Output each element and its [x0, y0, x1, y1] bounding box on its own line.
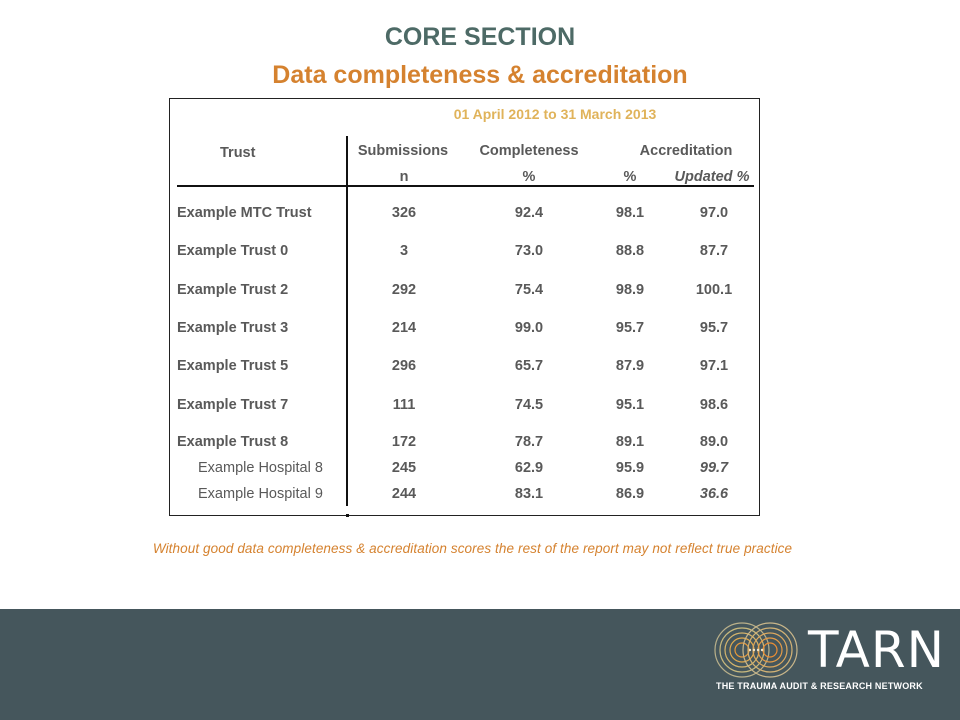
row-1-name: Example Trust 0: [177, 243, 289, 259]
row-3-name: Example Trust 3: [177, 320, 289, 336]
row-7-completeness: 62.9: [514, 460, 544, 476]
header-trust: Trust: [220, 145, 256, 161]
row-7-n: 245: [391, 460, 417, 476]
slide-subtitle: Data completeness & accreditation: [272, 61, 688, 89]
row-5-name: Example Trust 7: [177, 397, 289, 413]
header-updated-unit: Updated %: [674, 169, 750, 185]
row-0-n: 326: [391, 205, 417, 221]
footnote: Without good data completeness & accredi…: [152, 541, 793, 556]
row-6-updated: 89.0: [699, 434, 729, 450]
header-completeness-unit: %: [522, 169, 536, 185]
row-6-completeness: 78.7: [514, 434, 544, 450]
data-table-image: [169, 98, 760, 516]
row-7-name: Example Hospital 8: [198, 460, 323, 476]
row-5-accreditation: 95.1: [615, 397, 645, 413]
footer-bar: [0, 609, 960, 720]
row-3-completeness: 99.0: [514, 320, 544, 336]
row-4-n: 296: [391, 358, 417, 374]
header-submissions-unit: n: [399, 169, 409, 185]
section-title: CORE SECTION: [384, 23, 576, 51]
row-7-accreditation: 95.9: [615, 460, 645, 476]
row-2-n: 292: [391, 282, 417, 298]
period-header: 01 April 2012 to 31 March 2013: [453, 106, 657, 122]
row-6-name: Example Trust 8: [177, 434, 289, 450]
tarn-logo-tagline: THE TRAUMA AUDIT & RESEARCH NETWORK: [716, 681, 923, 691]
row-1-accreditation: 88.8: [615, 243, 645, 259]
row-1-n: 3: [399, 243, 409, 259]
row-3-accreditation: 95.7: [615, 320, 645, 336]
row-2-name: Example Trust 2: [177, 282, 289, 298]
row-4-accreditation: 87.9: [615, 358, 645, 374]
row-6-n: 172: [391, 434, 417, 450]
row-0-accreditation: 98.1: [615, 205, 645, 221]
row-7-updated: 99.7: [699, 460, 729, 476]
row-8-accreditation: 86.9: [615, 486, 645, 502]
tarn-logo-text: TARN: [808, 621, 946, 679]
row-8-updated: 36.6: [699, 486, 729, 502]
row-0-completeness: 92.4: [514, 205, 544, 221]
row-3-n: 214: [391, 320, 417, 336]
row-1-completeness: 73.0: [514, 243, 544, 259]
row-8-name: Example Hospital 9: [198, 486, 323, 502]
row-4-completeness: 65.7: [514, 358, 544, 374]
header-completeness: Completeness: [479, 143, 579, 159]
row-4-updated: 97.1: [699, 358, 729, 374]
row-0-name: Example MTC Trust: [177, 205, 312, 221]
concentric-circles-logo-icon: [714, 622, 798, 678]
row-0-updated: 97.0: [699, 205, 729, 221]
row-5-completeness: 74.5: [514, 397, 544, 413]
header-accreditation: Accreditation: [639, 143, 733, 159]
row-2-accreditation: 98.9: [615, 282, 645, 298]
header-accreditation-unit: %: [623, 169, 637, 185]
row-6-accreditation: 89.1: [615, 434, 645, 450]
row-5-n: 111: [392, 397, 416, 413]
row-8-completeness: 83.1: [514, 486, 544, 502]
row-4-name: Example Trust 5: [177, 358, 289, 374]
column-divider-tick: [346, 514, 349, 517]
row-2-completeness: 75.4: [514, 282, 544, 298]
row-3-updated: 95.7: [699, 320, 729, 336]
row-8-n: 244: [391, 486, 417, 502]
row-1-updated: 87.7: [699, 243, 729, 259]
header-submissions: Submissions: [357, 143, 449, 159]
row-5-updated: 98.6: [699, 397, 729, 413]
header-divider: [177, 185, 754, 187]
column-divider: [346, 136, 348, 506]
row-2-updated: 100.1: [695, 282, 733, 298]
